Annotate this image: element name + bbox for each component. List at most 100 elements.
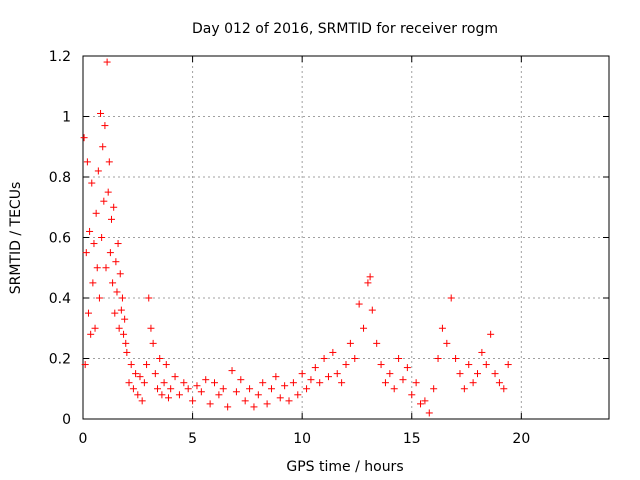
y-tick-label: 0.4 bbox=[49, 291, 71, 307]
data-point bbox=[111, 309, 119, 317]
data-point bbox=[114, 240, 122, 248]
data-point bbox=[147, 324, 155, 332]
data-point bbox=[294, 391, 302, 399]
data-point bbox=[364, 279, 372, 287]
data-point bbox=[434, 355, 442, 362]
data-point bbox=[482, 361, 490, 369]
data-point bbox=[381, 379, 389, 387]
data-point bbox=[285, 397, 293, 405]
data-point bbox=[110, 203, 118, 211]
data-point bbox=[333, 370, 341, 378]
data-point bbox=[105, 158, 113, 166]
data-point bbox=[465, 361, 473, 369]
data-point bbox=[320, 355, 328, 362]
data-point bbox=[289, 379, 297, 387]
data-point bbox=[158, 391, 166, 399]
data-point bbox=[121, 315, 129, 323]
x-tick-label: 0 bbox=[79, 431, 88, 447]
data-point bbox=[160, 379, 168, 387]
data-point bbox=[460, 385, 468, 393]
data-point bbox=[80, 134, 88, 142]
data-point bbox=[151, 370, 159, 378]
data-point bbox=[311, 364, 319, 372]
data-point bbox=[113, 288, 121, 296]
data-point bbox=[281, 382, 289, 390]
data-point bbox=[272, 373, 280, 381]
data-point bbox=[377, 361, 385, 369]
data-point bbox=[250, 403, 258, 411]
data-point bbox=[104, 188, 112, 196]
data-point bbox=[474, 370, 481, 378]
data-point bbox=[156, 355, 164, 362]
data-point bbox=[373, 339, 381, 347]
data-point bbox=[118, 294, 126, 302]
data-point bbox=[145, 294, 153, 302]
data-point bbox=[112, 258, 120, 266]
data-point bbox=[351, 355, 359, 362]
data-point bbox=[106, 249, 114, 257]
data-point bbox=[491, 370, 499, 378]
data-point bbox=[87, 330, 95, 338]
data-point bbox=[88, 179, 96, 187]
data-point bbox=[101, 122, 109, 130]
data-point bbox=[136, 373, 144, 381]
data-point bbox=[438, 324, 446, 332]
data-point bbox=[487, 330, 495, 338]
data-point bbox=[237, 376, 245, 384]
data-point bbox=[298, 370, 306, 378]
data-point bbox=[324, 373, 332, 381]
y-tick-label: 0.2 bbox=[49, 352, 71, 368]
y-tick-label: 0 bbox=[62, 412, 71, 428]
data-point bbox=[92, 209, 100, 217]
data-point bbox=[211, 379, 218, 387]
data-point bbox=[149, 339, 157, 347]
data-point bbox=[107, 215, 115, 223]
data-point bbox=[443, 339, 451, 347]
data-point bbox=[123, 348, 131, 356]
data-point bbox=[116, 270, 124, 278]
data-point bbox=[360, 324, 368, 332]
data-point bbox=[138, 397, 146, 405]
y-axis-label: SRMTID / TECUs bbox=[8, 182, 24, 295]
data-point bbox=[425, 409, 433, 417]
data-point bbox=[368, 306, 376, 314]
data-points bbox=[80, 58, 512, 417]
data-point bbox=[206, 400, 214, 408]
y-tick-label: 0.6 bbox=[49, 231, 71, 247]
data-point bbox=[254, 391, 262, 399]
data-point bbox=[134, 391, 142, 399]
data-point bbox=[408, 391, 416, 399]
grid bbox=[83, 56, 609, 419]
data-point bbox=[504, 361, 512, 369]
data-point bbox=[386, 370, 394, 378]
data-point bbox=[412, 379, 420, 387]
data-point bbox=[263, 400, 271, 408]
data-point bbox=[197, 388, 205, 396]
data-point bbox=[342, 361, 350, 369]
data-point bbox=[355, 300, 363, 308]
data-point bbox=[246, 385, 254, 393]
data-point bbox=[202, 376, 210, 384]
data-point bbox=[346, 339, 354, 347]
data-point bbox=[417, 400, 425, 408]
data-point bbox=[164, 394, 172, 402]
data-point bbox=[103, 58, 111, 66]
data-point bbox=[395, 355, 403, 362]
data-point bbox=[478, 348, 486, 356]
data-point bbox=[430, 385, 438, 393]
data-point bbox=[303, 385, 311, 393]
data-point bbox=[366, 273, 374, 281]
y-tick-label: 1 bbox=[62, 110, 71, 126]
data-point bbox=[97, 109, 105, 117]
chart-title: Day 012 of 2016, SRMTID for receiver rog… bbox=[192, 21, 498, 37]
data-point bbox=[86, 227, 94, 235]
data-point bbox=[421, 397, 429, 405]
data-point bbox=[307, 376, 315, 384]
data-point bbox=[338, 379, 346, 387]
data-point bbox=[329, 348, 337, 356]
data-point bbox=[100, 197, 108, 205]
data-point bbox=[95, 294, 103, 302]
data-point bbox=[219, 385, 227, 393]
data-point bbox=[447, 294, 455, 302]
